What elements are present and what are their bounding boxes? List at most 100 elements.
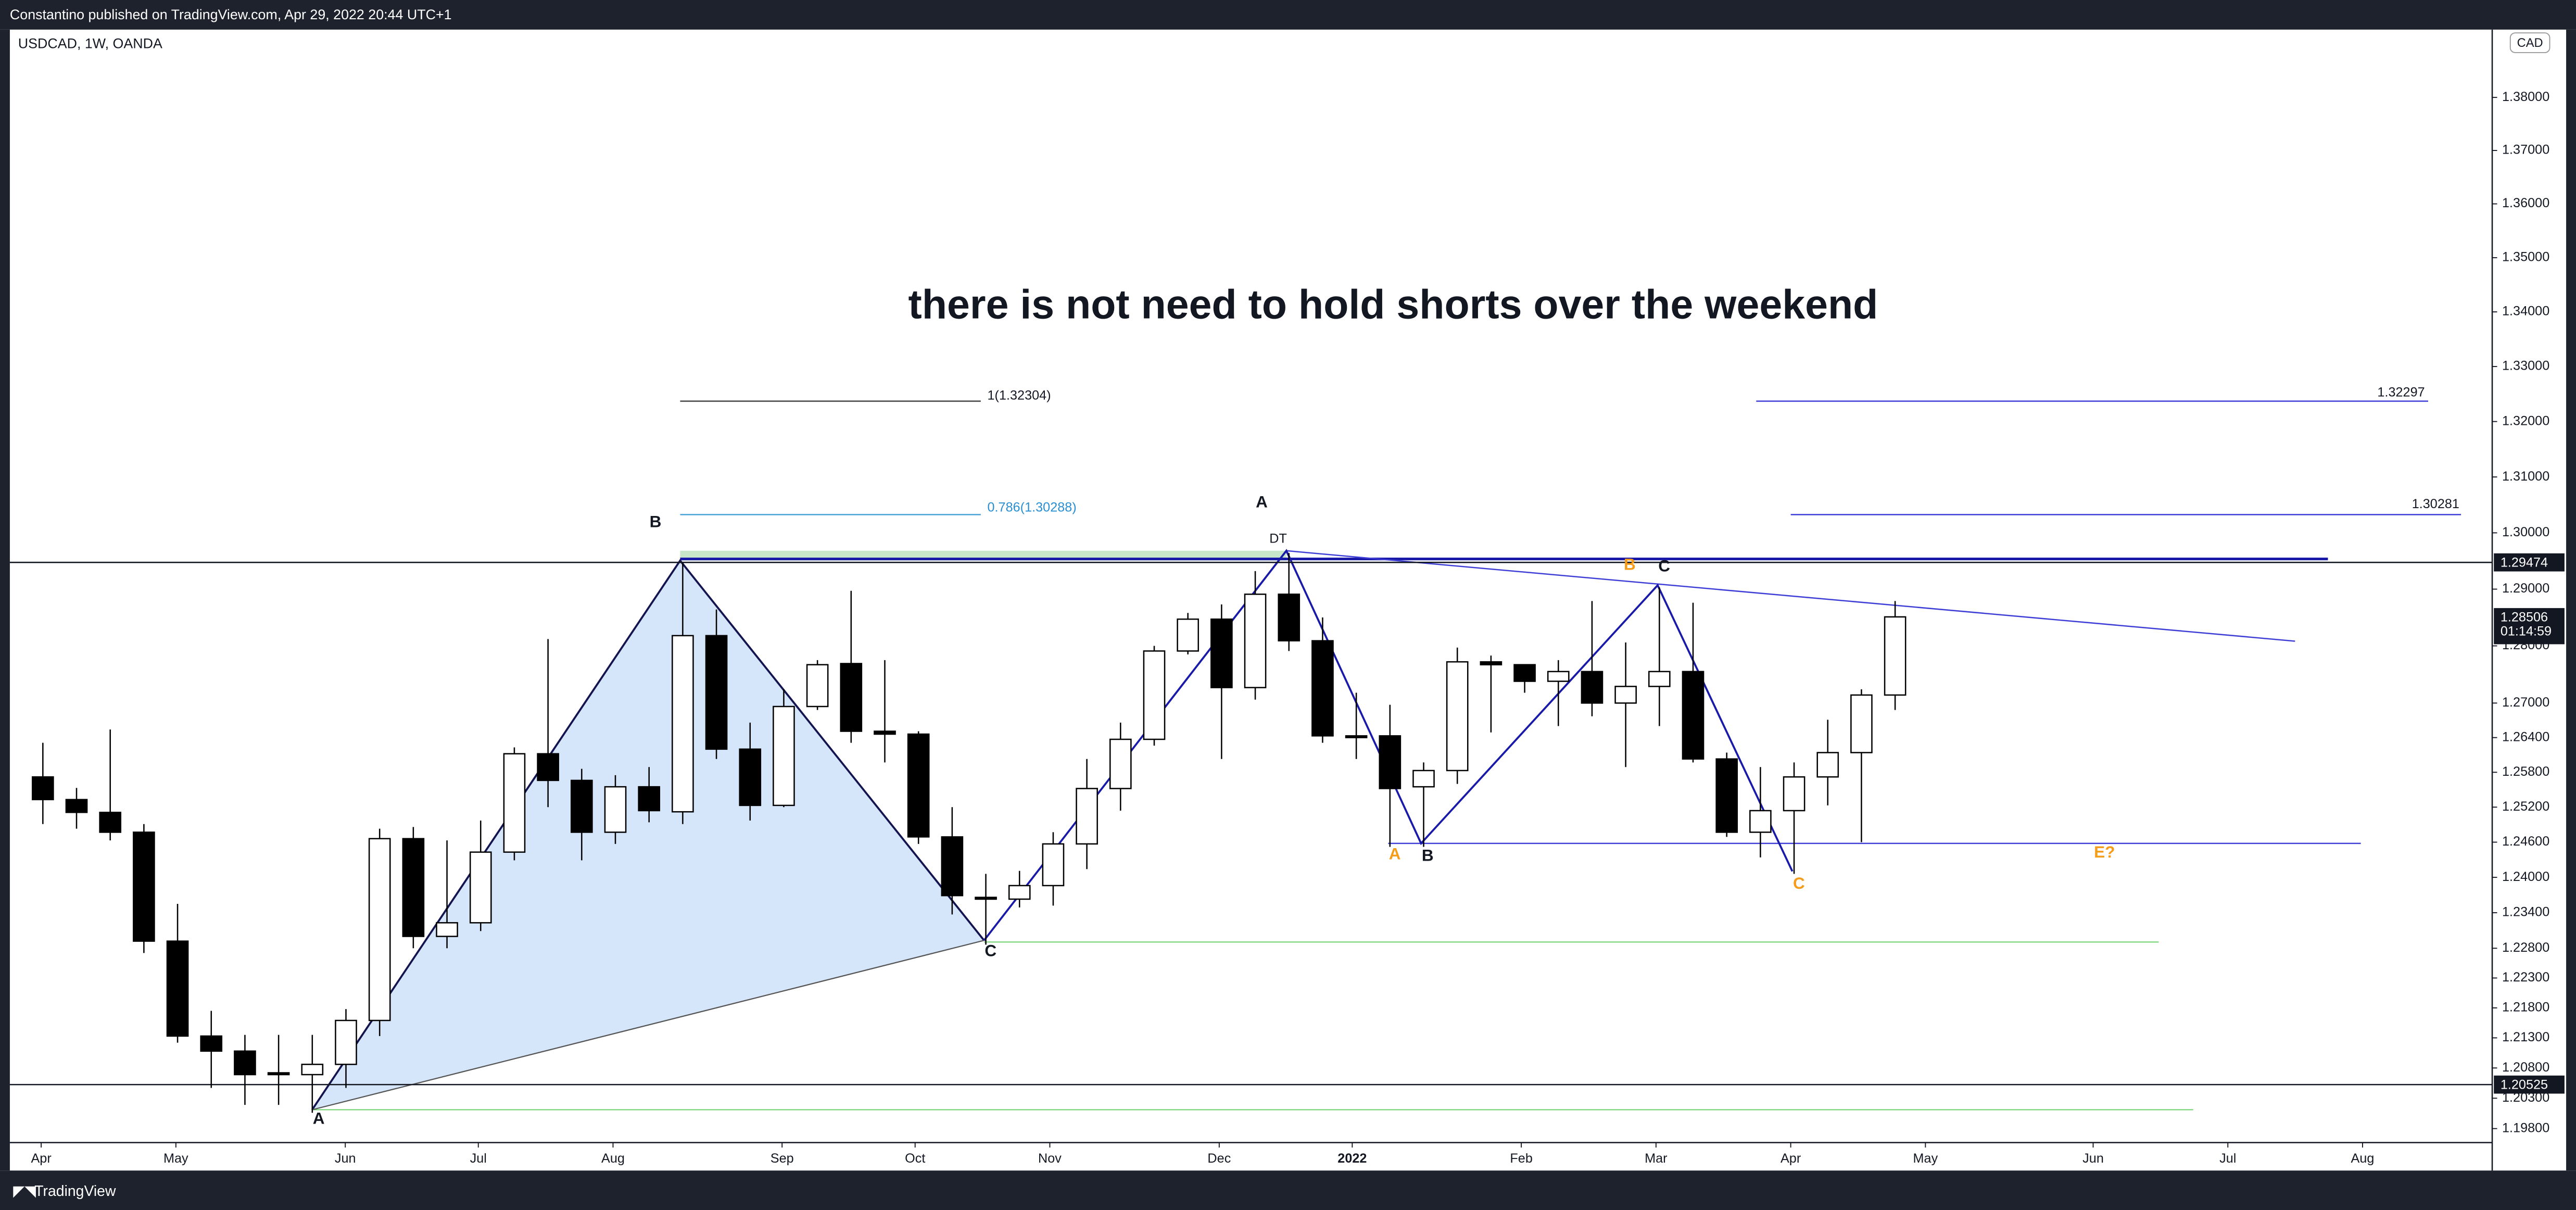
- y-tick-label: 1.26400: [2502, 729, 2549, 744]
- candle-body: [1850, 694, 1873, 753]
- pattern-label: DT: [1269, 531, 1287, 546]
- y-tick-label: 1.24000: [2502, 869, 2549, 884]
- candle-body: [537, 753, 559, 782]
- price-marker: [2494, 1075, 2565, 1094]
- candle-body: [739, 748, 762, 806]
- candle-body: [133, 831, 155, 942]
- price-marker: [2494, 553, 2565, 572]
- candle-body: [1480, 661, 1502, 665]
- candle-body: [1816, 752, 1839, 778]
- candle-body: [301, 1064, 324, 1076]
- candle-body: [1682, 671, 1704, 760]
- wave-label: B: [1624, 555, 1636, 574]
- candle-body: [1210, 618, 1233, 688]
- left-border: [0, 29, 10, 1171]
- wave-label: E?: [2094, 842, 2115, 861]
- wave-label: A: [313, 1109, 325, 1128]
- candle-body: [335, 1019, 357, 1065]
- trendline: [1286, 550, 2295, 642]
- candle-body: [166, 940, 189, 1037]
- candle-body: [1412, 770, 1435, 788]
- fib-label: 0.786(1.30288): [988, 500, 1077, 514]
- candle-body: [99, 812, 122, 833]
- y-tick-label: 1.31000: [2502, 469, 2549, 484]
- right-border: [2566, 29, 2576, 1171]
- x-tick-label: Oct: [905, 1151, 925, 1166]
- candle-body: [705, 635, 728, 750]
- header-bar: [0, 0, 2576, 30]
- candle-body: [1581, 671, 1603, 704]
- x-tick-label: Dec: [1207, 1151, 1231, 1166]
- candle-body: [1715, 758, 1738, 833]
- candle-body: [874, 730, 896, 735]
- y-tick-label: 1.25200: [2502, 799, 2549, 814]
- candle-body: [672, 635, 694, 813]
- footer-bar: [0, 1170, 2576, 1210]
- fib-label: 1(1.32304): [988, 388, 1051, 403]
- candle-body: [571, 779, 593, 833]
- candle-body: [267, 1072, 290, 1076]
- candle-body: [200, 1035, 223, 1052]
- y-tick-label: 1.34000: [2502, 304, 2549, 319]
- candle-body: [402, 838, 425, 937]
- candle-body: [32, 776, 54, 800]
- candle-body: [1614, 686, 1637, 704]
- wave-label: C: [984, 941, 996, 960]
- candle-body: [1379, 735, 1401, 789]
- countdown: 01:14:59: [2501, 624, 2552, 638]
- x-tick-label: Jul: [2219, 1151, 2236, 1166]
- y-tick-label: 1.37000: [2502, 143, 2549, 157]
- y-tick-label: 1.20800: [2502, 1060, 2549, 1075]
- candle-body: [1177, 618, 1199, 652]
- candle-body: [1648, 671, 1671, 687]
- candle-body: [1783, 776, 1805, 812]
- x-tick-label: Jun: [335, 1151, 356, 1166]
- candle-body: [503, 753, 526, 853]
- x-tick-label: Aug: [601, 1151, 625, 1166]
- price-marker-label: 1.29474: [2501, 555, 2548, 570]
- price-marker: [2494, 608, 2565, 645]
- candle-body: [773, 705, 795, 806]
- x-tick-label: Apr: [31, 1151, 51, 1166]
- candle-body: [840, 663, 863, 732]
- candle-body: [941, 836, 964, 897]
- wave-label: B: [1422, 846, 1434, 864]
- y-tick-label: 1.35000: [2502, 250, 2549, 264]
- y-tick-label: 1.29000: [2502, 581, 2549, 596]
- drawings: [9, 400, 2493, 1111]
- logo: ◤◥: [13, 1183, 36, 1200]
- x-tick-label: Jun: [2082, 1151, 2104, 1166]
- candle-body: [368, 838, 391, 1022]
- pattern-fill: [312, 560, 984, 1110]
- y-tick-label: 1.19800: [2502, 1120, 2549, 1135]
- currency-badge: [2509, 32, 2550, 53]
- y-tick-label: 1.36000: [2502, 196, 2549, 210]
- candle-body: [1278, 594, 1300, 641]
- candle-body: [1143, 650, 1166, 740]
- wave-label: C: [1658, 557, 1670, 575]
- y-tick-label: 1.25800: [2502, 764, 2549, 779]
- y-tick-label: 1.38000: [2502, 90, 2549, 104]
- candle-body: [1884, 616, 1906, 696]
- y-tick-label: 1.22300: [2502, 970, 2549, 985]
- x-tick-label: Nov: [1038, 1151, 1062, 1166]
- y-tick-label: 1.27000: [2502, 695, 2549, 710]
- wave-label: A: [1256, 493, 1268, 511]
- candle-body: [1345, 735, 1368, 738]
- footer-brand: TradingView: [34, 1183, 116, 1200]
- candle-body: [1749, 810, 1772, 833]
- headline: there is not need to hold shorts over th…: [908, 281, 1878, 327]
- x-tick-label: May: [163, 1151, 188, 1166]
- candle-body: [1244, 594, 1267, 688]
- x-tick-label: 2022: [1337, 1151, 1367, 1166]
- x-tick-label: Aug: [2351, 1151, 2375, 1166]
- candle-body: [1311, 640, 1334, 737]
- candle-body: [1547, 671, 1570, 682]
- pattern-base: [312, 940, 984, 1111]
- candle-body: [1446, 661, 1469, 772]
- y-tick-label: 1.21300: [2502, 1030, 2549, 1044]
- publisher: Constantino published on TradingView.com…: [10, 7, 452, 22]
- candle-body: [975, 897, 997, 900]
